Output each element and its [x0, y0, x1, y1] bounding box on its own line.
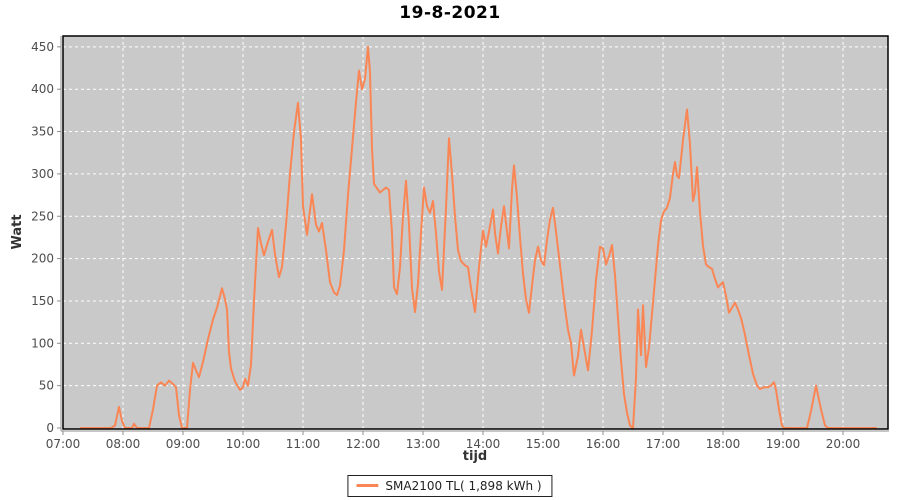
x-tick-label: 14:00 [466, 437, 501, 451]
grid-layer [63, 36, 888, 429]
x-tick-label: 09:00 [166, 437, 201, 451]
y-tick-label: 50 [39, 379, 54, 393]
plot-border [62, 35, 889, 430]
x-tick-label: 08:00 [106, 437, 141, 451]
series-layer [62, 35, 889, 430]
x-tick-label: 10:00 [226, 437, 261, 451]
y-tick-label: 200 [31, 252, 54, 266]
x-tick-label: 16:00 [586, 437, 621, 451]
plot-area [63, 36, 888, 429]
x-tick-label: 20:00 [826, 437, 861, 451]
axis-layer: 0 50 100 150 200 250 300 350 400 450 07:00 08:00 09:… [31, 36, 889, 451]
legend: SMA2100 TL( 1,898 kWh ) [347, 475, 553, 497]
y-tick-label: 300 [31, 167, 54, 181]
x-tick-label: 12:00 [346, 437, 381, 451]
x-tick-label: 17:00 [646, 437, 681, 451]
series-line [80, 45, 877, 429]
x-axis-title: tijd [463, 449, 487, 464]
y-tick-label: 400 [31, 82, 54, 96]
x-tick-label: 19:00 [766, 437, 801, 451]
legend-series-label: SMA2100 TL( 1,898 kWh ) [385, 478, 542, 493]
y-tick-label: 100 [31, 336, 54, 350]
x-tick-label: 11:00 [286, 437, 321, 451]
x-tick-label: 07:00 [46, 437, 81, 451]
x-tick-label: 15:00 [526, 437, 561, 451]
y-tick-label: 0 [46, 421, 54, 435]
x-tick-label: 18:00 [706, 437, 741, 451]
y-tick-label: 350 [31, 125, 54, 139]
legend-series-swatch [356, 484, 379, 487]
y-axis-title: Watt [10, 214, 25, 249]
chart-title: 19-8-2021 [399, 3, 501, 23]
y-tick-label: 450 [31, 40, 54, 54]
y-tick-label: 150 [31, 294, 54, 308]
y-tick-label: 250 [31, 209, 54, 223]
x-tick-label: 13:00 [406, 437, 441, 451]
